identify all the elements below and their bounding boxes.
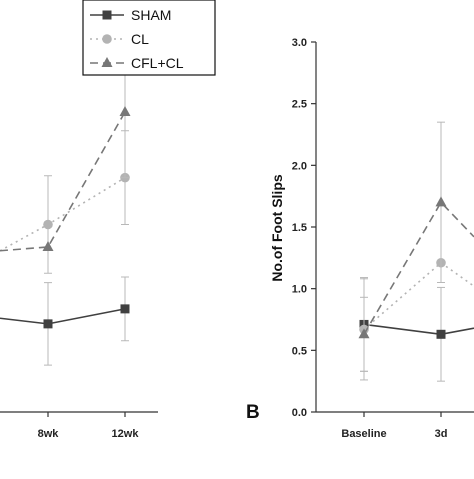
panel-b-data-point: [437, 330, 446, 339]
panel-b-series-line: [364, 202, 474, 334]
legend-marker-0: [103, 11, 112, 20]
panel-a-data-point: [43, 241, 54, 251]
panel-b-series-sham: [360, 278, 474, 382]
panel-a-data-point: [44, 319, 53, 328]
panel-a: 8wk 12wk: [0, 46, 158, 440]
panel-a-series-cl: [0, 131, 130, 274]
panel-b-data-point: [436, 196, 447, 206]
panel-b-y-axis-label: No.of Foot Slips: [269, 174, 285, 282]
panel-b-y-tick-label: 1.5: [292, 222, 307, 234]
legend-label-2: CFL+CL: [131, 55, 184, 71]
panel-b-y-tick-label: 1.0: [292, 284, 307, 296]
panel-a-data-point: [120, 106, 131, 116]
panel-b-series-cl: [359, 258, 474, 380]
panel-a-data-point: [121, 304, 130, 313]
panel-b-x-tick-label: Baseline: [341, 428, 386, 440]
panel-b-series-line: [364, 324, 474, 334]
legend-marker-1: [102, 34, 112, 44]
panel-b-y-tick-label: 2.5: [292, 99, 307, 111]
legend-label-0: SHAM: [131, 7, 171, 23]
panel-a-x-tick-label: 12wk: [112, 428, 140, 440]
panel-b-y-tick-label: 0.0: [292, 407, 307, 419]
panel-a-series-line: [0, 309, 125, 324]
panel-a-series-line: [0, 112, 125, 251]
panel-b-y-tick-label: 2.0: [292, 160, 307, 172]
panel-a-x-tick-label: 8wk: [38, 428, 60, 440]
panel-b-series-cfl-cl: [359, 122, 474, 371]
panel-a-series-line: [0, 178, 125, 251]
panel-b-y-tick-label: 0.5: [292, 345, 307, 357]
panel-b-y-tick-label: 3.0: [292, 37, 307, 49]
panel-b: 0.0 0.5 1.0 1.5 2.0 2.5 3.0 Baseline 3d No.of Fo…: [246, 37, 474, 440]
panel-b-series-line: [364, 263, 474, 330]
panel-b-label: B: [246, 402, 260, 423]
legend-label-1: CL: [131, 31, 149, 47]
panel-a-data-point: [43, 220, 53, 230]
panel-a-series-cfl-cl: [0, 46, 131, 251]
legend: SHAM CL CFL+CL: [83, 0, 215, 75]
panel-a-series-sham: [0, 277, 130, 365]
panel-b-x-tick-label: 3d: [435, 428, 448, 440]
